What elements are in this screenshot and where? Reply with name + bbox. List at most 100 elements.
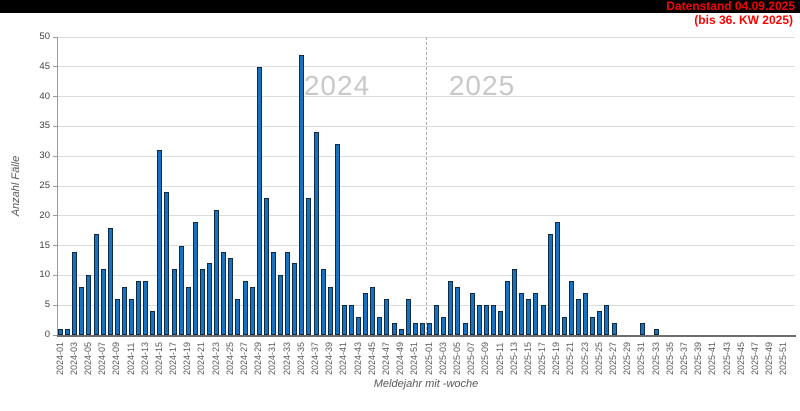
x-tick-label: 2024-41 (338, 341, 349, 375)
bar (192, 221, 198, 335)
bar (476, 305, 482, 335)
x-tick-label: 2024-33 (281, 341, 292, 375)
x-tick-label: 2024-39 (324, 341, 335, 375)
bar (427, 323, 433, 335)
bar (100, 269, 106, 335)
bar (285, 251, 291, 335)
bar (448, 281, 454, 335)
x-tick-label: 2024-05 (82, 341, 93, 375)
y-axis-tick (53, 274, 57, 276)
bar (150, 311, 156, 335)
x-tick-label: 2024-35 (295, 341, 306, 375)
bar (654, 329, 660, 335)
x-tick-label: 2024-47 (380, 341, 391, 375)
bar (604, 305, 610, 335)
x-tick-label: 2025-39 (693, 341, 704, 375)
y-axis-line (57, 37, 58, 335)
bar (384, 299, 390, 335)
bar (334, 144, 340, 335)
bar (86, 275, 92, 335)
bar (157, 150, 163, 335)
bar (533, 293, 539, 335)
x-tick-label: 2024-37 (310, 341, 320, 375)
bar (398, 329, 404, 335)
bar (171, 269, 177, 335)
bar (292, 263, 298, 335)
x-tick-label: 2025-37 (679, 341, 689, 375)
y-tick-label: 20 (39, 209, 50, 221)
y-axis-tick (53, 185, 57, 187)
y-axis-tick (53, 36, 57, 38)
bar (207, 263, 213, 335)
bar (554, 221, 560, 335)
x-tick-label: 2024-45 (366, 341, 377, 375)
bar (363, 293, 369, 335)
y-tick-label: 35 (39, 120, 50, 132)
y-axis-tick (53, 66, 57, 68)
year-watermark: 2025 (448, 70, 516, 101)
bar (143, 281, 149, 335)
bar (639, 323, 645, 335)
y-axis-tick (53, 215, 57, 217)
x-tick-label: 2025-17 (537, 341, 548, 375)
x-tick-label: 2025-29 (622, 341, 633, 375)
bar (462, 323, 468, 335)
bar (568, 281, 574, 335)
x-tick-label: 2024-01 (54, 341, 65, 375)
bar (256, 66, 262, 335)
y-axis-tick (53, 155, 57, 157)
y-tick-label: 40 (39, 90, 50, 102)
bar (391, 323, 397, 335)
bar (512, 269, 518, 335)
bar (199, 269, 205, 335)
x-tick-label: 2024-43 (352, 341, 363, 375)
x-tick-label: 2024-15 (153, 341, 164, 375)
bar (249, 287, 255, 335)
y-axis-title: Anzahl Fälle (10, 155, 22, 217)
bar (121, 287, 127, 335)
bar (72, 251, 78, 335)
bar (412, 323, 418, 335)
x-tick-label: 2024-11 (125, 342, 136, 375)
bar (540, 305, 546, 335)
bar (185, 287, 191, 335)
bar (455, 287, 461, 335)
bar (505, 281, 511, 335)
bar (377, 317, 383, 335)
bar (576, 299, 582, 335)
bar (320, 269, 326, 335)
x-axis-line (57, 335, 796, 337)
y-tick-label: 0 (44, 329, 50, 340)
x-tick-label: 2024-27 (239, 341, 250, 375)
x-tick-label: 2025-03 (437, 341, 448, 375)
y-tick-label: 10 (39, 269, 50, 281)
bar (93, 233, 99, 335)
bar (611, 323, 617, 335)
bar (235, 299, 241, 335)
bar (490, 305, 496, 335)
x-tick-label: 2025-07 (466, 341, 477, 375)
bar (278, 275, 284, 335)
x-tick-label: 2025-31 (636, 341, 647, 375)
x-tick-label: 2024-25 (224, 341, 235, 375)
x-tick-label: 2025-25 (593, 341, 604, 375)
bar (341, 305, 347, 335)
x-tick-label: 2024-23 (210, 341, 221, 375)
x-tick-label: 2024-31 (267, 341, 278, 375)
bar (483, 305, 489, 335)
x-tick-label: 2024-51 (409, 341, 420, 375)
bar (65, 329, 71, 335)
x-tick-label: 2025-11 (494, 342, 505, 375)
x-tick-label: 2025-45 (735, 341, 746, 375)
bar (221, 251, 227, 335)
x-tick-label: 2025-21 (565, 341, 576, 375)
bar (583, 293, 589, 335)
bar (107, 227, 113, 335)
bar (242, 281, 248, 335)
x-axis-title: Meldejahr mit -woche (373, 378, 479, 390)
data-status-stamp: Datenstand 04.09.2025 (666, 0, 795, 13)
bar (327, 287, 333, 335)
y-tick-label: 5 (44, 299, 50, 311)
x-tick-label: 2025-01 (423, 341, 434, 375)
